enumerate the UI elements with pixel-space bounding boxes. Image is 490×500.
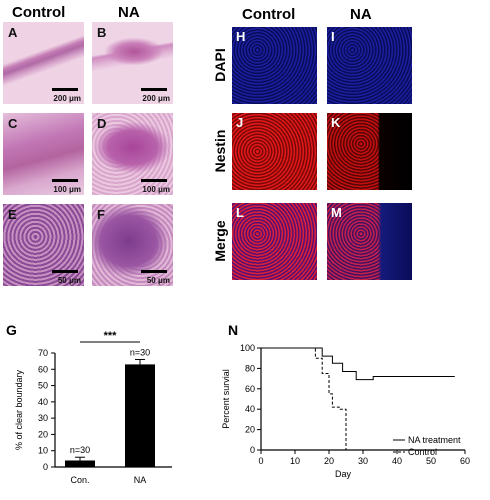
scale-bar (141, 88, 167, 91)
scale-bar-label: 200 μm (53, 94, 81, 103)
he-panel-b: B 200 μm (92, 22, 173, 104)
scale-bar (141, 270, 167, 273)
x-tick-label: 0 (258, 456, 263, 466)
y-tick-label: 40 (245, 404, 255, 414)
he-panel-f: F 50 μm (92, 204, 173, 286)
fluor-header-control: Control (242, 6, 296, 23)
y-tick-label: 30 (38, 413, 48, 423)
y-axis-label: Percent survial (221, 369, 231, 429)
panel-label: M (331, 205, 342, 220)
y-tick-label: 0 (43, 462, 48, 472)
x-tick-label: 50 (426, 456, 436, 466)
bar-con (65, 460, 95, 467)
fluor-panel-m: M (327, 203, 412, 280)
scale-bar (52, 88, 78, 91)
fluor-row-label-nestin: Nestin (212, 129, 228, 173)
fluor-panel-j: J (232, 113, 317, 190)
panel-label: H (236, 29, 246, 44)
significance-stars: *** (104, 330, 118, 342)
panel-label: L (236, 205, 244, 220)
fluor-row-label-merge: Merge (212, 220, 228, 262)
panel-label: F (97, 207, 105, 222)
fluor-header-na: NA (350, 6, 372, 23)
y-tick-label: 80 (245, 363, 255, 373)
scale-bar (52, 270, 78, 273)
he-panel-c: C 100 μm (3, 113, 84, 195)
x-tick-label: 30 (358, 456, 368, 466)
panel-label: A (8, 25, 18, 40)
y-tick-label: 20 (245, 425, 255, 435)
scale-bar-label: 50 μm (57, 276, 81, 285)
scale-bar-label: 200 μm (142, 94, 170, 103)
scale-bar (52, 179, 78, 182)
panel-label-g: G (6, 322, 17, 338)
fluor-row-label-dapi: DAPI (212, 48, 228, 82)
x-tick-label: 60 (460, 456, 470, 466)
panel-label: C (8, 116, 18, 131)
x-tick-label: 10 (290, 456, 300, 466)
y-tick-label: 0 (250, 445, 255, 455)
panel-label: J (236, 115, 244, 130)
n-label: n=30 (130, 348, 150, 358)
y-tick-label: 60 (245, 384, 255, 394)
y-axis-label: % of clear boundary (14, 369, 24, 450)
fluor-panel-l: L (232, 203, 317, 280)
he-panel-a: A 200 μm (3, 22, 84, 104)
he-header-control: Control (12, 4, 66, 21)
he-panel-d: D 100 μm (92, 113, 173, 195)
scale-bar-label: 100 μm (142, 185, 170, 194)
legend-label: NA treatment (408, 435, 461, 445)
panel-label: D (97, 116, 107, 131)
x-tick-label: 20 (324, 456, 334, 466)
survival-chart: 0 20 40 60 80 100 0 10 20 30 40 50 60 Day Percent surv… (221, 343, 470, 479)
category-label: Con. (70, 475, 89, 485)
x-axis-label: Day (335, 469, 352, 479)
n-label: n=30 (70, 445, 90, 455)
panel-label: B (97, 25, 107, 40)
category-label: NA (134, 475, 147, 485)
he-panel-e: E 50 μm (3, 204, 84, 286)
panel-label: K (331, 115, 341, 130)
panel-label-n: N (228, 322, 239, 338)
y-tick-label: 40 (38, 397, 48, 407)
bar-na (125, 364, 155, 467)
fluor-panel-h: H (232, 27, 317, 104)
panel-label: E (8, 207, 17, 222)
fluor-panel-i: I (327, 27, 412, 104)
panel-label: I (331, 29, 335, 44)
y-tick-label: 100 (240, 343, 255, 353)
fluor-panel-k: K (327, 113, 412, 190)
y-tick-label: 50 (38, 381, 48, 391)
scale-bar-label: 50 μm (146, 276, 170, 285)
y-tick-label: 20 (38, 429, 48, 439)
legend-label: Control (408, 447, 437, 457)
y-tick-label: 10 (38, 446, 48, 456)
scale-bar (141, 179, 167, 182)
y-tick-label: 60 (38, 364, 48, 374)
he-header-na: NA (118, 4, 140, 21)
x-tick-label: 40 (392, 456, 402, 466)
y-tick-label: 70 (38, 348, 48, 358)
bar-chart: 0 10 20 30 40 50 60 70 % of clear boundary n=30 Co… (14, 330, 172, 485)
series-line-0 (261, 347, 455, 381)
scale-bar-label: 100 μm (53, 185, 81, 194)
